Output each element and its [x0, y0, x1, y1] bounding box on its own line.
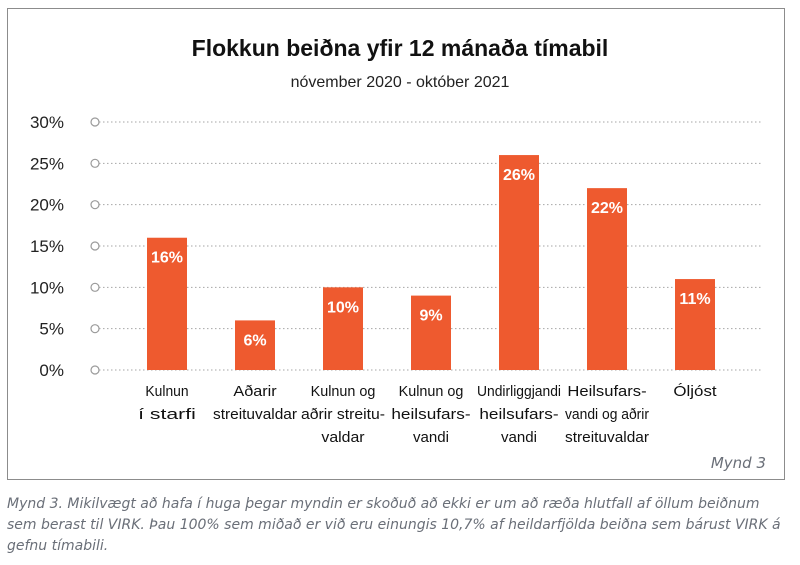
bar-chart: Flokkun beiðna yfir 12 mánaða tímabil nó…: [30, 35, 766, 472]
bar-value-label: 22%: [591, 200, 623, 217]
tick-marker: [90, 117, 100, 127]
x-category-label: Kulnun: [145, 383, 188, 400]
x-category-label: aðrir streitu-: [301, 406, 385, 423]
x-category-label: Aðarir: [233, 383, 276, 400]
x-category-label: vandi og aðrir: [565, 406, 649, 423]
tick-marker: [90, 158, 100, 168]
x-category-label: Undirliggjandi: [477, 383, 561, 400]
bar: [499, 155, 539, 370]
y-tick-label: 10%: [30, 278, 64, 297]
y-tick-label: 0%: [39, 361, 64, 380]
bar-value-label: 16%: [151, 250, 183, 267]
x-category-label: Óljóst: [673, 383, 717, 400]
bar-value-label: 6%: [243, 332, 266, 349]
figure-tag: Mynd 3: [711, 454, 766, 472]
bar: [675, 279, 715, 370]
y-tick-label: 20%: [30, 196, 64, 215]
x-category-label: Kulnun og: [311, 383, 376, 400]
tick-marker: [90, 241, 100, 251]
x-category-label: Kulnun og: [399, 383, 464, 400]
x-axis-labels: Kulnun í starfi Aðarir streituvaldar Kulnun …: [138, 383, 717, 446]
chart-frame: [7, 8, 785, 480]
x-category-label: heilsufars-: [391, 406, 470, 423]
y-axis-ticks: 0% 5% 10% 15% 20% 25% 30%: [30, 113, 64, 380]
tick-marker: [90, 282, 100, 292]
bar-value-label: 11%: [679, 291, 710, 308]
y-tick-label: 30%: [30, 113, 64, 132]
x-category-label: valdar: [321, 429, 364, 446]
tick-marker: [90, 200, 100, 210]
bar-value-label: 26%: [503, 167, 535, 184]
x-category-label: vandi: [501, 429, 537, 446]
bar: [411, 295, 451, 370]
y-tick-label: 15%: [30, 237, 64, 256]
bar: [235, 320, 275, 370]
bars: 16% 6% 10% 9% 26% 22% 11%: [147, 155, 715, 370]
x-category-label: streituvaldar: [213, 406, 297, 423]
y-tick-label: 5%: [39, 320, 64, 339]
y-tick-label: 25%: [30, 154, 64, 173]
x-category-label: streituvaldar: [565, 429, 649, 446]
chart-title: Flokkun beiðna yfir 12 mánaða tímabil: [192, 35, 609, 61]
bar: [587, 188, 627, 370]
bar: [147, 237, 187, 370]
x-category-label: í starfi: [138, 406, 196, 423]
chart-subtitle: nóvember 2020 - október 2021: [291, 74, 510, 91]
x-category-label: Heilsufars-: [567, 383, 646, 400]
bar-value-label: 10%: [327, 299, 359, 316]
tick-marker: [90, 324, 100, 334]
bar-value-label: 9%: [419, 308, 442, 325]
x-category-label: heilsufars-: [479, 406, 558, 423]
x-category-label: vandi: [413, 429, 449, 446]
tick-marker: [90, 365, 100, 375]
figure-caption: Mynd 3. Mikilvægt að hafa í huga þegar m…: [7, 496, 781, 554]
bar: [323, 287, 363, 370]
